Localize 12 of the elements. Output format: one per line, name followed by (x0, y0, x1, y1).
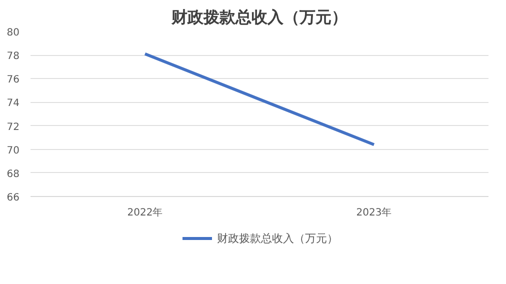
x-tick-label: 2022年 (127, 206, 163, 218)
y-tick-label: 72 (6, 122, 20, 133)
x-tick-label: 2023年 (356, 206, 392, 218)
y-tick-label: 76 (6, 74, 20, 86)
y-tick-label: 74 (6, 98, 20, 110)
legend-label: 财政拨款总收入（万元） (217, 232, 338, 246)
chart-title: 财政拨款总收入（万元） (170, 8, 348, 26)
y-tick-label: 66 (6, 192, 20, 204)
y-tick-label: 78 (6, 51, 20, 62)
y-tick-label: 70 (6, 145, 20, 156)
y-tick-label: 68 (6, 168, 20, 180)
y-tick-label: 80 (6, 28, 20, 38)
